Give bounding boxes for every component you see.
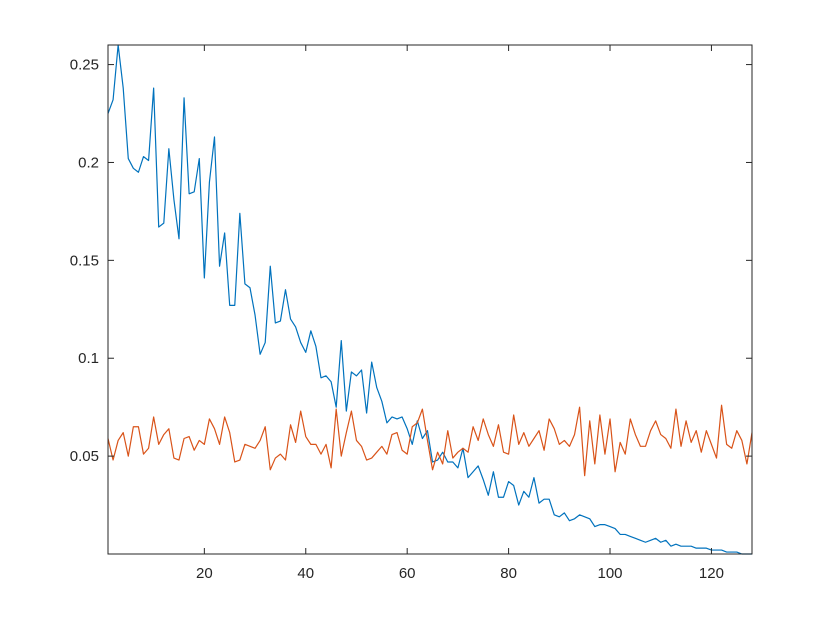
y-tick-label: 0.25 xyxy=(70,57,99,74)
y-tick-label: 0.15 xyxy=(70,252,99,269)
x-tick-label: 60 xyxy=(399,565,416,582)
series-1-line xyxy=(107,44,752,555)
series-layer xyxy=(107,44,753,555)
tick-layer: 20 40 60 80 100 120 0.05 0.1 0.15 0.2 0.25 xyxy=(70,45,752,582)
x-tick-label: 120 xyxy=(699,565,724,582)
y-tick-label: 0.2 xyxy=(78,154,99,171)
x-tick-label: 40 xyxy=(297,565,314,582)
y-tick-label: 0.1 xyxy=(78,350,99,367)
y-tick-label: 0.05 xyxy=(70,448,99,465)
x-tick-label: 100 xyxy=(598,565,623,582)
series-2-line xyxy=(107,404,753,477)
x-tick-label: 20 xyxy=(196,565,213,582)
plot-frame xyxy=(107,44,753,555)
x-tick-label: 80 xyxy=(500,565,517,582)
